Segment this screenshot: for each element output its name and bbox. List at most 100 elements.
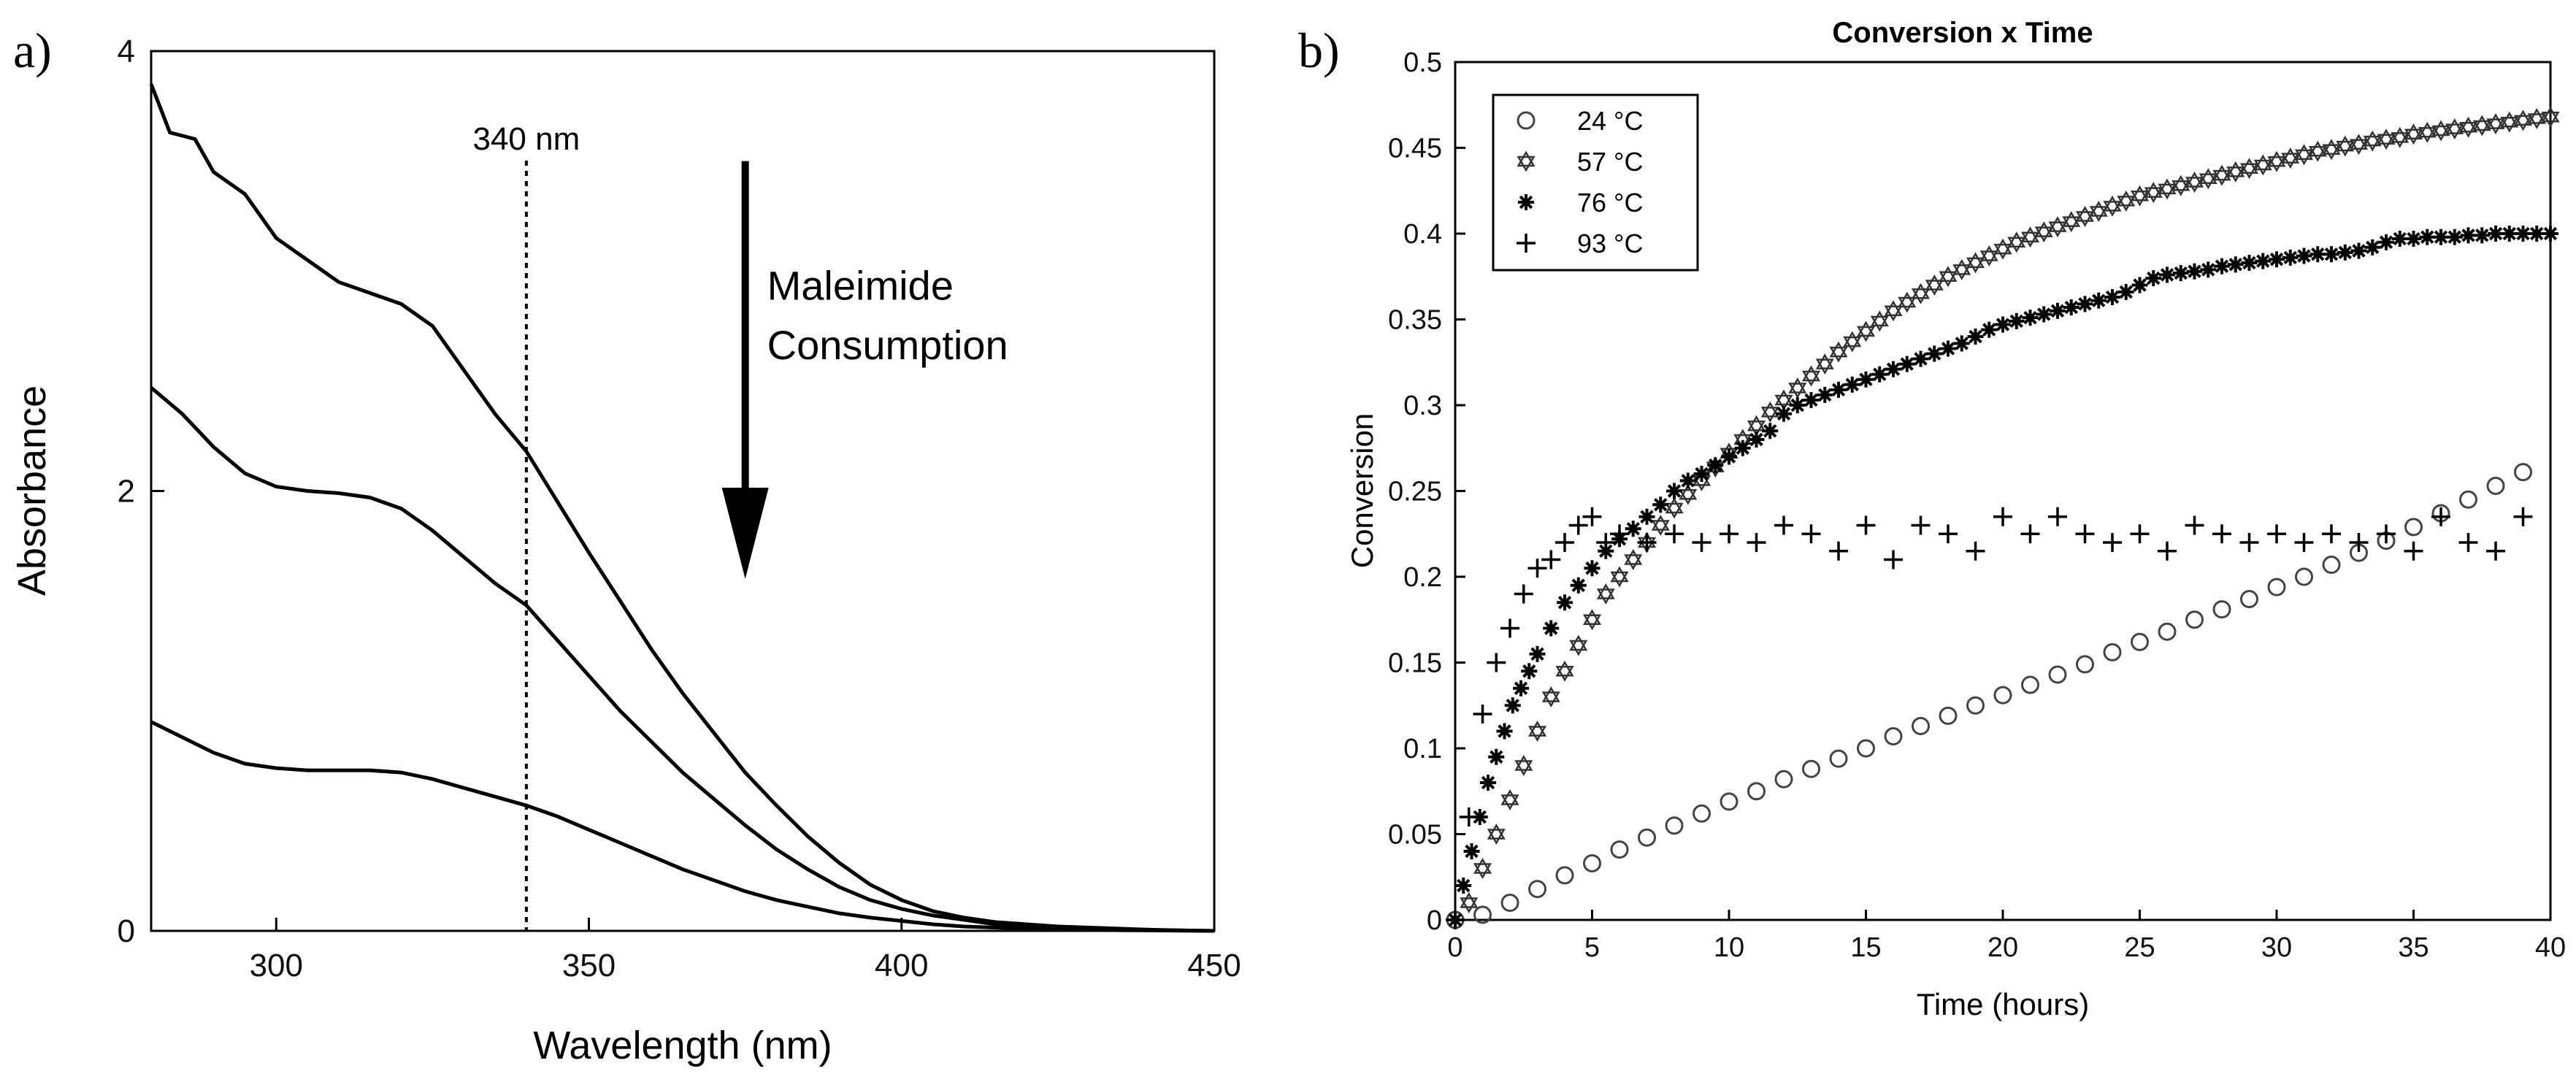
point-circle (2021, 675, 2039, 694)
point-star (1651, 514, 1670, 537)
point-circle (1774, 770, 1793, 789)
point-star (2418, 121, 2437, 143)
point-star (2322, 139, 2341, 161)
point-star (1856, 321, 1876, 342)
point-plus (1582, 507, 1602, 526)
point-plus (2431, 507, 2450, 526)
point-asterisk (2077, 296, 2093, 312)
point-plus (1555, 533, 1574, 552)
point-circle (2486, 476, 2505, 495)
point-star (2034, 221, 2053, 243)
point-asterisk (2501, 226, 2518, 242)
point-star (1514, 754, 1533, 777)
point-asterisk (2090, 292, 2107, 309)
y-tick-label: 0.35 (1388, 305, 1442, 336)
point-star (1596, 583, 1615, 605)
point-asterisk (2131, 277, 2148, 293)
x-tick-label: 10 (1714, 932, 1744, 963)
point-asterisk (2364, 239, 2381, 256)
point-plus (1459, 807, 1479, 826)
point-asterisk (1707, 457, 1724, 474)
legend-label: 76 °C (1577, 188, 1643, 218)
point-plus (2404, 541, 2423, 561)
x-tick-label: 30 (2261, 932, 2292, 963)
point-asterisk (1480, 775, 1496, 791)
point-star (1610, 566, 1629, 588)
point-plus (2322, 524, 2341, 544)
point-star (1473, 858, 1492, 879)
panel-a-annotations: 340 nm Maleimide Consumption (472, 121, 1008, 931)
point-star (1829, 341, 1848, 363)
point-plus (1856, 515, 1876, 535)
point-plus (1720, 524, 1739, 544)
y-tick-label: 0 (118, 913, 135, 949)
x-tick-label: 400 (875, 948, 928, 983)
point-star (2171, 174, 2190, 196)
point-star (1541, 686, 1560, 708)
point-asterisk (2350, 242, 2367, 259)
point-star (1555, 660, 1574, 682)
point-star (1843, 331, 1862, 353)
point-asterisk (1513, 680, 1529, 697)
point-plus (2158, 541, 2177, 561)
point-plus (1747, 533, 1766, 552)
x-tick-label: 350 (562, 948, 616, 983)
panel-a-x-axis-label: Wavelength (nm) (533, 1024, 832, 1067)
point-circle (2048, 665, 2067, 684)
x-tick-label: 450 (1187, 948, 1241, 983)
point-asterisk (1666, 483, 1682, 499)
point-circle (1829, 749, 1848, 768)
point-circle (1720, 792, 1739, 811)
y-tick-label: 0 (1427, 905, 1442, 936)
point-asterisk (2050, 302, 2066, 319)
panel-b-label: b) (1298, 23, 1340, 78)
legend-label: 24 °C (1577, 106, 1643, 136)
panel-a-y-axis-label: Absorbance (10, 385, 54, 596)
point-star (1815, 353, 1834, 375)
point-asterisk (2542, 226, 2558, 242)
point-asterisk (1803, 391, 1820, 408)
point-asterisk (1898, 356, 1915, 372)
y-tick-label: 4 (118, 34, 135, 69)
point-star (1801, 365, 1821, 387)
point-asterisk (1831, 381, 1847, 398)
point-asterisk (1940, 340, 1956, 357)
legend-label: 93 °C (1577, 229, 1643, 258)
point-asterisk (2022, 310, 2039, 326)
point-asterisk (2255, 253, 2272, 269)
point-circle (1993, 686, 2012, 705)
point-star (2472, 115, 2491, 137)
point-asterisk (1721, 448, 1737, 465)
point-circle (1555, 866, 1574, 885)
point-star (2062, 211, 2081, 233)
point-plus (2349, 533, 2369, 552)
point-asterisk (2337, 244, 2353, 261)
point-star (2103, 195, 2122, 217)
point-star (1500, 789, 1519, 810)
y-tick-label: 0.3 (1403, 391, 1442, 421)
point-circle (2212, 600, 2231, 619)
point-asterisk (2405, 231, 2422, 248)
point-asterisk (2269, 251, 2285, 268)
point-star (2431, 120, 2450, 142)
point-plus (1473, 705, 1492, 724)
point-star (2075, 206, 2095, 227)
point-circle (2514, 463, 2532, 482)
point-star (2349, 134, 2369, 156)
legend-item: 24 °C (1517, 106, 1643, 136)
point-star (1966, 252, 1985, 274)
point-star (2294, 144, 2314, 166)
point-circle (1747, 782, 1766, 801)
point-star (2391, 126, 2410, 148)
point-asterisk (1529, 645, 1546, 662)
point-plus (2458, 533, 2478, 552)
point-asterisk (1638, 508, 1655, 525)
y-tick-label: 0.45 (1388, 134, 1442, 164)
legend-item: 57 °C (1517, 147, 1643, 177)
point-asterisk (2419, 229, 2436, 245)
point-circle (2185, 610, 2204, 629)
point-asterisk (1858, 371, 1874, 388)
point-plus (1884, 550, 1903, 569)
legend-marker-star (1517, 150, 1536, 172)
panel-a-label: a) (13, 23, 52, 78)
